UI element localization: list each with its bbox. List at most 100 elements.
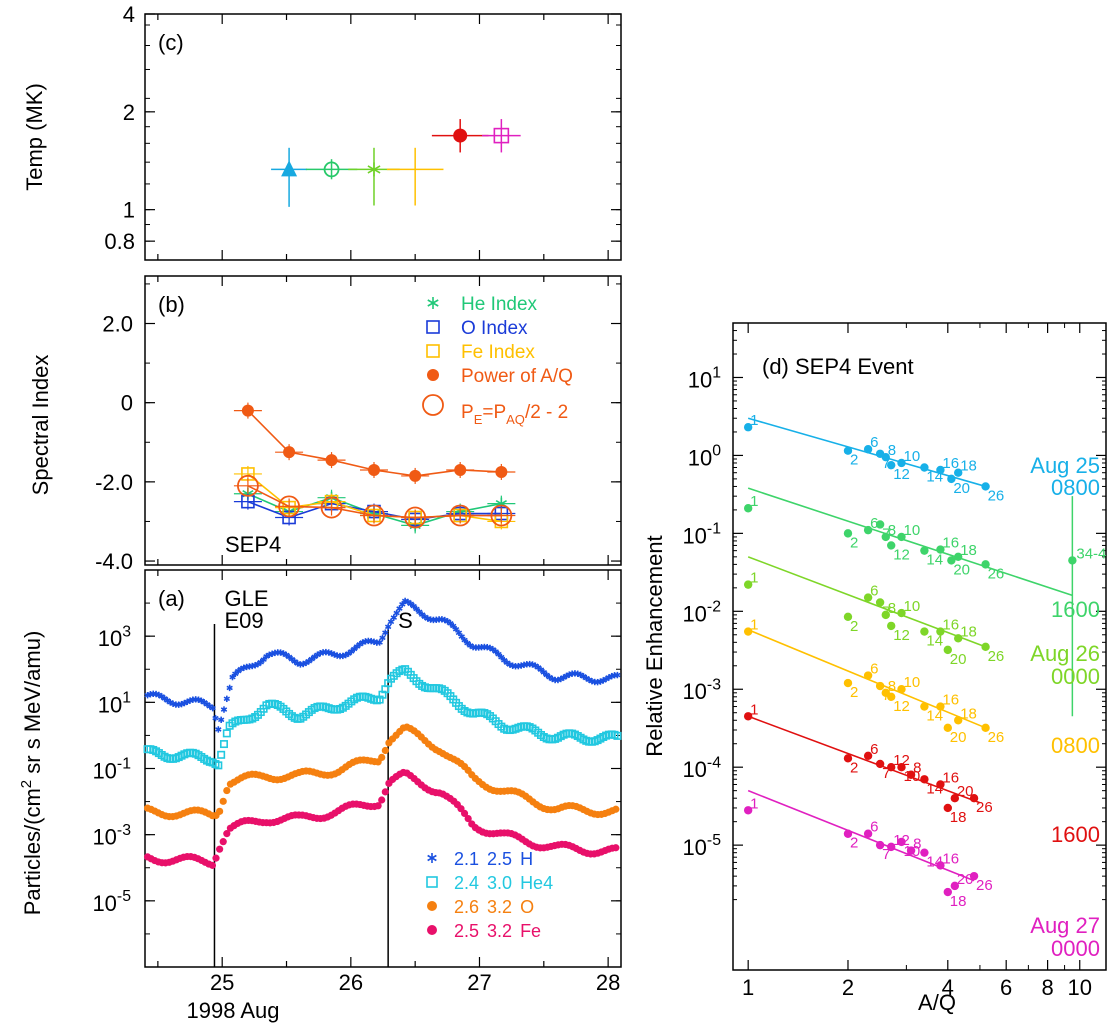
- ion-point: [954, 468, 963, 477]
- ion-point: [981, 723, 990, 733]
- ion-point: [920, 848, 929, 857]
- intensity-point: [492, 648, 499, 655]
- fit-line: [747, 487, 1073, 597]
- ion-point: [897, 762, 906, 772]
- ion-point: [906, 770, 916, 779]
- ion-point: [969, 794, 979, 803]
- time-label: 0800: [1051, 475, 1100, 500]
- data-point: [325, 454, 338, 467]
- ion-point: [947, 474, 956, 484]
- intensity-point: [464, 814, 472, 823]
- tick-base: 10: [92, 825, 116, 850]
- ion-point: [863, 751, 873, 761]
- y-tick-label: 2.0: [102, 312, 133, 337]
- tick-exponent: -1: [117, 756, 131, 773]
- ion-point: [863, 525, 873, 535]
- legend-label-part: 2.5: [487, 849, 512, 869]
- intensity-point: [614, 671, 621, 679]
- y-axis-label-part: 2: [18, 780, 35, 788]
- intensity-point: [219, 740, 228, 749]
- intensity-point: [393, 609, 400, 617]
- legend-label-part: 2.4: [454, 873, 479, 893]
- ion-label: 8: [888, 678, 896, 695]
- temp-marker: [367, 162, 381, 177]
- y-axis-label-part: Particles/(cm: [20, 788, 45, 915]
- ion-point: [843, 678, 853, 688]
- data-point: [283, 446, 296, 459]
- temp-point: [482, 119, 521, 153]
- ion-point: [875, 840, 885, 850]
- tick-exponent: -3: [117, 822, 131, 839]
- tick-exponent: -1: [707, 520, 721, 537]
- ion-label: 2: [850, 534, 858, 551]
- ion-label: 20: [957, 783, 974, 800]
- intensity-point: [220, 706, 228, 713]
- intensity-point: [223, 830, 231, 838]
- ion-point: [947, 556, 956, 565]
- intensity-point: [410, 602, 417, 610]
- legend-label: Fe Index: [461, 342, 535, 363]
- ion-label: 16: [942, 617, 959, 634]
- legend-label-part: 2.6: [454, 897, 479, 917]
- chart-title: (d) SEP4 Event: [762, 354, 914, 379]
- y-tick-label: 10-1: [682, 520, 721, 548]
- panel-b-frame: [144, 275, 622, 566]
- legend-label-part: He4: [520, 873, 553, 893]
- intensity-point: [379, 634, 386, 642]
- legend-label-part: P: [461, 402, 474, 423]
- ion-label: 6: [870, 515, 878, 532]
- ion-label: 18: [960, 542, 977, 559]
- y-axis-label: Particles/(cm2 sr s MeV/amu): [18, 631, 45, 916]
- tick-exponent: 1: [712, 365, 721, 382]
- tick-base: 10: [682, 835, 706, 860]
- panel-c-temperature: 4 2 1 0.8 (c) Temp (MK): [22, 2, 622, 261]
- y-tick-label: 103: [98, 623, 131, 651]
- time-label: 1600: [1051, 597, 1100, 622]
- data-point: [363, 504, 385, 527]
- ion-point: [843, 446, 853, 455]
- x-tick-label: 6: [1000, 975, 1012, 1000]
- intensity-point: [214, 761, 223, 770]
- legend-label: 2.5 3.2 Fe: [454, 921, 541, 941]
- time-label: Aug 26: [1030, 641, 1100, 666]
- data-point: [320, 496, 343, 519]
- ion-label: 16: [942, 850, 959, 867]
- ion-point: [950, 881, 960, 891]
- tick-base: 10: [98, 692, 122, 717]
- series-3: [143, 768, 620, 869]
- y-tick-label: 1: [123, 198, 135, 223]
- ion-point: [981, 482, 990, 491]
- ion-point: [981, 642, 990, 652]
- legend-label-part: E: [474, 412, 483, 427]
- y-tick-label: 0: [121, 391, 133, 416]
- legend-marker: [427, 369, 439, 381]
- ion-label: 16: [942, 535, 959, 552]
- data-point: [490, 504, 513, 527]
- intensity-point: [612, 805, 620, 813]
- tick-base: 10: [682, 601, 706, 626]
- ion-point: [743, 712, 753, 721]
- tick-exponent: -5: [117, 888, 131, 905]
- ion-label: 16: [942, 455, 959, 472]
- ion-label: 2: [850, 452, 858, 469]
- tick-base: 10: [92, 759, 116, 784]
- ion-label: 2: [850, 618, 858, 635]
- ion-label: 6: [870, 819, 878, 836]
- ion-point: [875, 681, 885, 691]
- legend-label-part: =P: [482, 402, 506, 423]
- ion-point: [936, 780, 945, 789]
- ion-label: 10: [903, 448, 920, 465]
- temp-marker: [323, 161, 340, 178]
- ion-label: 26: [988, 565, 1005, 582]
- ion-label: 6: [870, 583, 878, 600]
- intensity-point: [376, 639, 383, 646]
- y-axis-label: Spectral Index: [28, 355, 53, 496]
- event-label: S: [398, 608, 413, 633]
- legend-label-part: /2 - 2: [525, 402, 568, 423]
- y-tick-label: 10-5: [682, 832, 721, 860]
- legend-label-part: 2.5: [454, 921, 479, 941]
- tick-base: 10: [688, 445, 712, 470]
